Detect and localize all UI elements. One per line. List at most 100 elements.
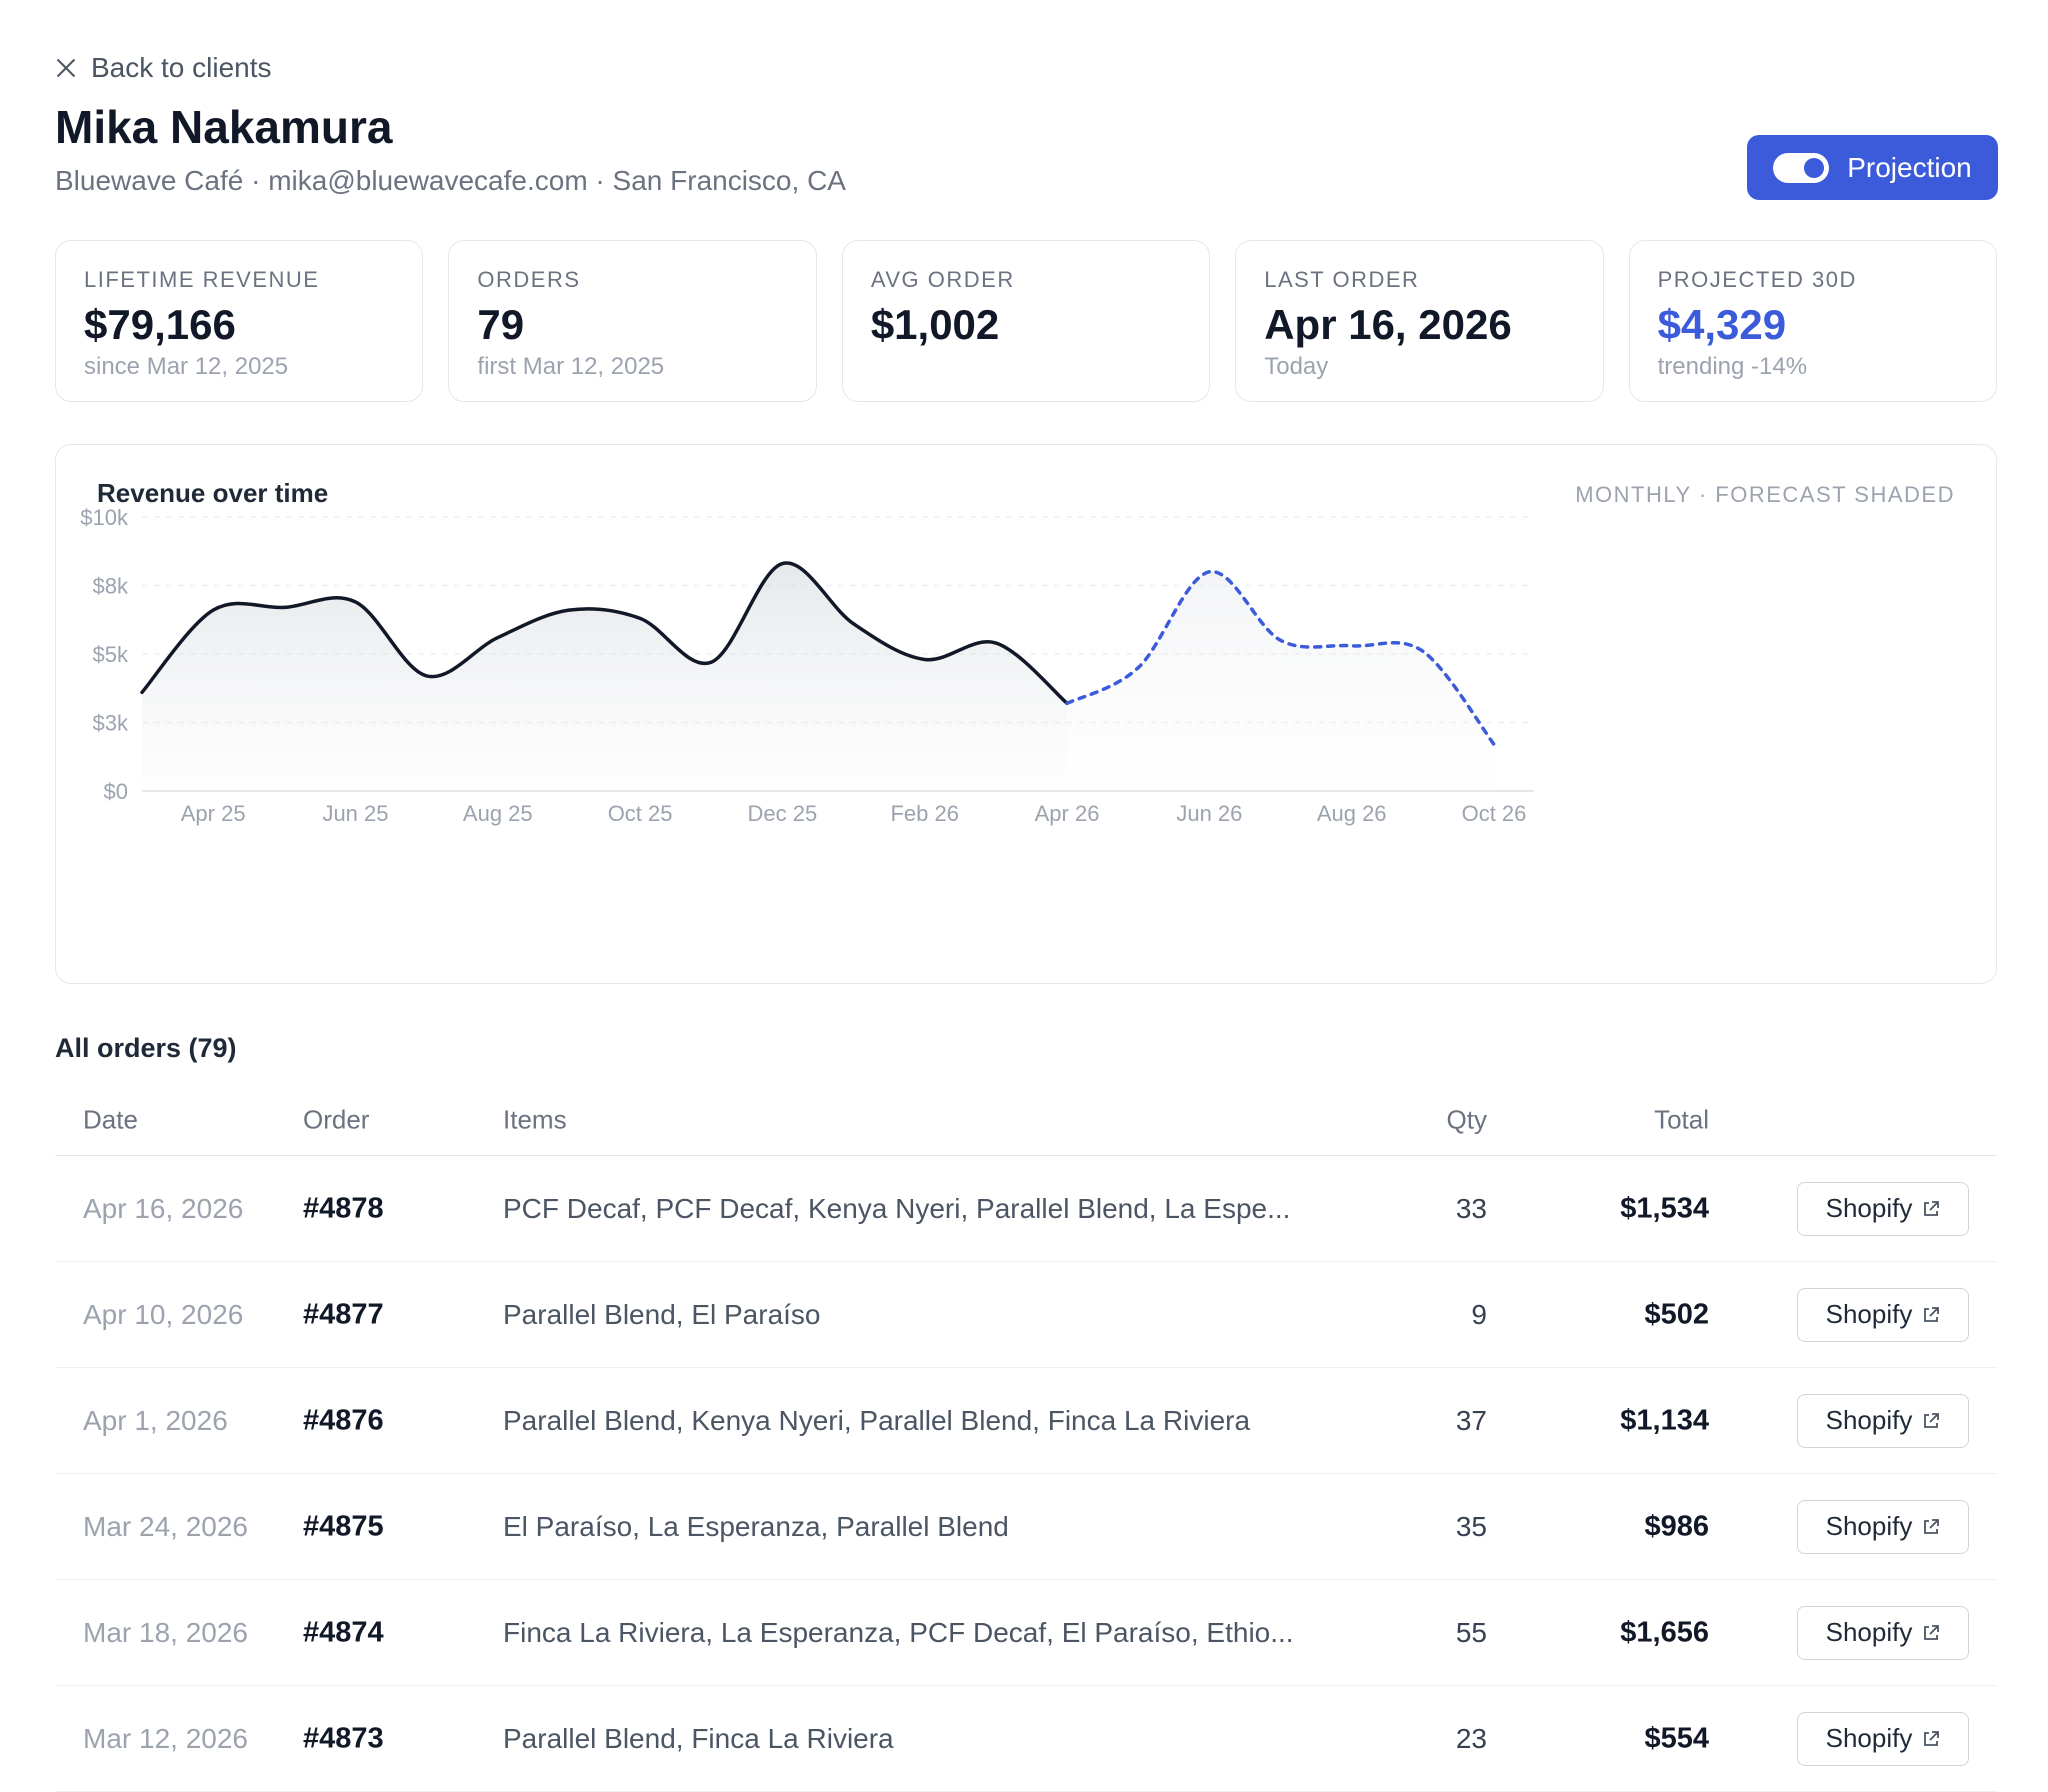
order-number: #4876 [303, 1404, 384, 1436]
x-tick-label: Apr 26 [1035, 801, 1100, 826]
y-tick-label: $8k [93, 574, 129, 599]
x-tick-label: Jun 26 [1176, 801, 1242, 826]
x-tick-label: Jun 25 [322, 801, 388, 826]
forecast-line [1065, 570, 1496, 747]
x-tick-label: Oct 25 [608, 801, 673, 826]
projection-toggle-button[interactable]: Projection [1747, 135, 1998, 200]
back-to-clients-link[interactable]: Back to clients [55, 52, 272, 84]
forecast-area [1067, 571, 1494, 791]
toggle-switch-icon[interactable] [1773, 152, 1830, 183]
order-date: Apr 10, 2026 [83, 1298, 244, 1330]
x-tick-label: Oct 26 [1462, 801, 1527, 826]
orders-table: Date Order Items Qty Total Apr 16, 2026 #… [55, 1085, 1997, 1792]
x-tick-label: Aug 25 [463, 801, 533, 826]
kpi-lifetime-revenue: LIFETIME REVENUE $79,166 since Mar 12, 2… [55, 240, 424, 402]
shopify-button[interactable]: Shopify [1797, 1181, 1969, 1236]
kpi-cards: LIFETIME REVENUE $79,166 since Mar 12, 2… [55, 240, 1998, 402]
shopify-button[interactable]: Shopify [1797, 1499, 1969, 1554]
order-items: Parallel Blend, Kenya Nyeri, Parallel Bl… [503, 1404, 1251, 1436]
shopify-button[interactable]: Shopify [1797, 1393, 1969, 1448]
order-date: Mar 24, 2026 [83, 1510, 248, 1542]
y-tick-label: $5k [93, 642, 129, 667]
order-date: Mar 18, 2026 [83, 1616, 248, 1648]
revenue-chart-card: Revenue over time MONTHLY · FORECAST SHA… [55, 444, 1997, 984]
order-items: PCF Decaf, PCF Decaf, Kenya Nyeri, Paral… [503, 1192, 1291, 1224]
external-link-icon [1924, 1518, 1940, 1534]
table-row[interactable]: Apr 16, 2026 #4878 PCF Decaf, PCF Decaf, K… [55, 1156, 1997, 1262]
external-link-icon [1924, 1730, 1940, 1746]
order-number: #4874 [303, 1616, 384, 1648]
table-row[interactable]: Mar 12, 2026 #4873 Parallel Blend, Finca L… [55, 1686, 1997, 1792]
table-row[interactable]: Mar 24, 2026 #4875 El Paraíso, La Esperanz… [55, 1474, 1997, 1580]
kpi-label: ORDERS [477, 267, 581, 292]
kpi-label: LIFETIME REVENUE [84, 267, 320, 292]
y-tick-label: $3k [93, 711, 129, 736]
external-link-icon [1924, 1412, 1940, 1428]
kpi-orders: ORDERS 79 first Mar 12, 2025 [448, 240, 817, 402]
kpi-sub: since Mar 12, 2025 [84, 353, 289, 380]
order-number: #4875 [303, 1510, 384, 1542]
col-order[interactable]: Order [303, 1104, 370, 1135]
kpi-label: LAST ORDER [1264, 267, 1420, 292]
col-date[interactable]: Date [83, 1104, 138, 1135]
kpi-sub: trending -14% [1657, 353, 1808, 380]
order-items: Parallel Blend, Finca La Riviera [503, 1722, 894, 1754]
kpi-projected-30d: PROJECTED 30D $4,329 trending -14% [1628, 240, 1998, 402]
order-qty: 9 [1471, 1298, 1487, 1330]
order-qty: 23 [1455, 1722, 1487, 1754]
shopify-label: Shopify [1825, 1193, 1913, 1223]
chart-note: MONTHLY · FORECAST SHADED [1575, 482, 1955, 507]
order-total: $1,656 [1620, 1616, 1709, 1648]
kpi-value: $79,166 [84, 301, 236, 348]
x-tick-label: Aug 26 [1317, 801, 1387, 826]
order-number: #4873 [303, 1722, 384, 1754]
orders-title: All orders (79) [55, 1033, 237, 1063]
kpi-avg-order: AVG ORDER $1,002 [841, 240, 1211, 402]
col-total[interactable]: Total [1654, 1104, 1709, 1135]
shopify-label: Shopify [1825, 1617, 1913, 1647]
kpi-sub: Today [1264, 353, 1329, 380]
order-date: Apr 16, 2026 [83, 1192, 244, 1224]
shopify-label: Shopify [1825, 1299, 1913, 1329]
projection-label: Projection [1847, 151, 1972, 183]
order-number: #4878 [303, 1192, 384, 1224]
y-tick-label: $10k [80, 505, 129, 530]
table-row[interactable]: Apr 1, 2026 #4876 Parallel Blend, Kenya Ny… [55, 1368, 1997, 1474]
order-qty: 35 [1455, 1510, 1487, 1542]
shopify-label: Shopify [1825, 1723, 1913, 1753]
order-qty: 55 [1455, 1616, 1487, 1648]
kpi-sub: first Mar 12, 2025 [477, 353, 665, 380]
col-qty[interactable]: Qty [1446, 1104, 1487, 1135]
order-items: El Paraíso, La Esperanza, Parallel Blend [503, 1510, 1009, 1542]
external-link-icon [1924, 1306, 1940, 1322]
col-items[interactable]: Items [503, 1104, 567, 1135]
kpi-value: $1,002 [870, 301, 1000, 348]
kpi-label: PROJECTED 30D [1657, 267, 1857, 292]
order-items: Parallel Blend, El Paraíso [503, 1298, 821, 1330]
order-items: Finca La Riviera, La Esperanza, PCF Deca… [503, 1616, 1294, 1648]
chart-title: Revenue over time [97, 478, 329, 508]
client-name: Mika Nakamura [55, 101, 393, 153]
order-total: $502 [1644, 1298, 1709, 1330]
table-row[interactable]: Mar 18, 2026 #4874 Finca La Riviera, La Es… [55, 1580, 1997, 1686]
shopify-button[interactable]: Shopify [1797, 1605, 1969, 1660]
shopify-label: Shopify [1825, 1405, 1913, 1435]
y-tick-label: $0 [104, 779, 128, 804]
x-tick-label: Apr 25 [181, 801, 246, 826]
order-qty: 33 [1455, 1192, 1487, 1224]
x-tick-label: Feb 26 [890, 801, 959, 826]
shopify-button[interactable]: Shopify [1797, 1711, 1969, 1766]
order-total: $554 [1644, 1722, 1709, 1754]
shopify-button[interactable]: Shopify [1797, 1287, 1969, 1342]
actual-line [140, 561, 1069, 706]
table-row[interactable]: Apr 10, 2026 #4877 Parallel Blend, El Para… [55, 1262, 1997, 1368]
order-total: $1,534 [1620, 1192, 1709, 1224]
order-date: Apr 1, 2026 [83, 1404, 228, 1436]
external-link-icon [1924, 1200, 1940, 1216]
order-number: #4877 [303, 1298, 384, 1330]
revenue-chart: $10k $8k $5k $3k $0 Apr 25 Jun 25 Aug 25 Oct 25… [80, 505, 1534, 826]
kpi-value: Apr 16, 2026 [1264, 301, 1512, 348]
kpi-value: $4,329 [1657, 301, 1787, 348]
close-icon [55, 57, 77, 79]
external-link-icon [1924, 1624, 1940, 1640]
